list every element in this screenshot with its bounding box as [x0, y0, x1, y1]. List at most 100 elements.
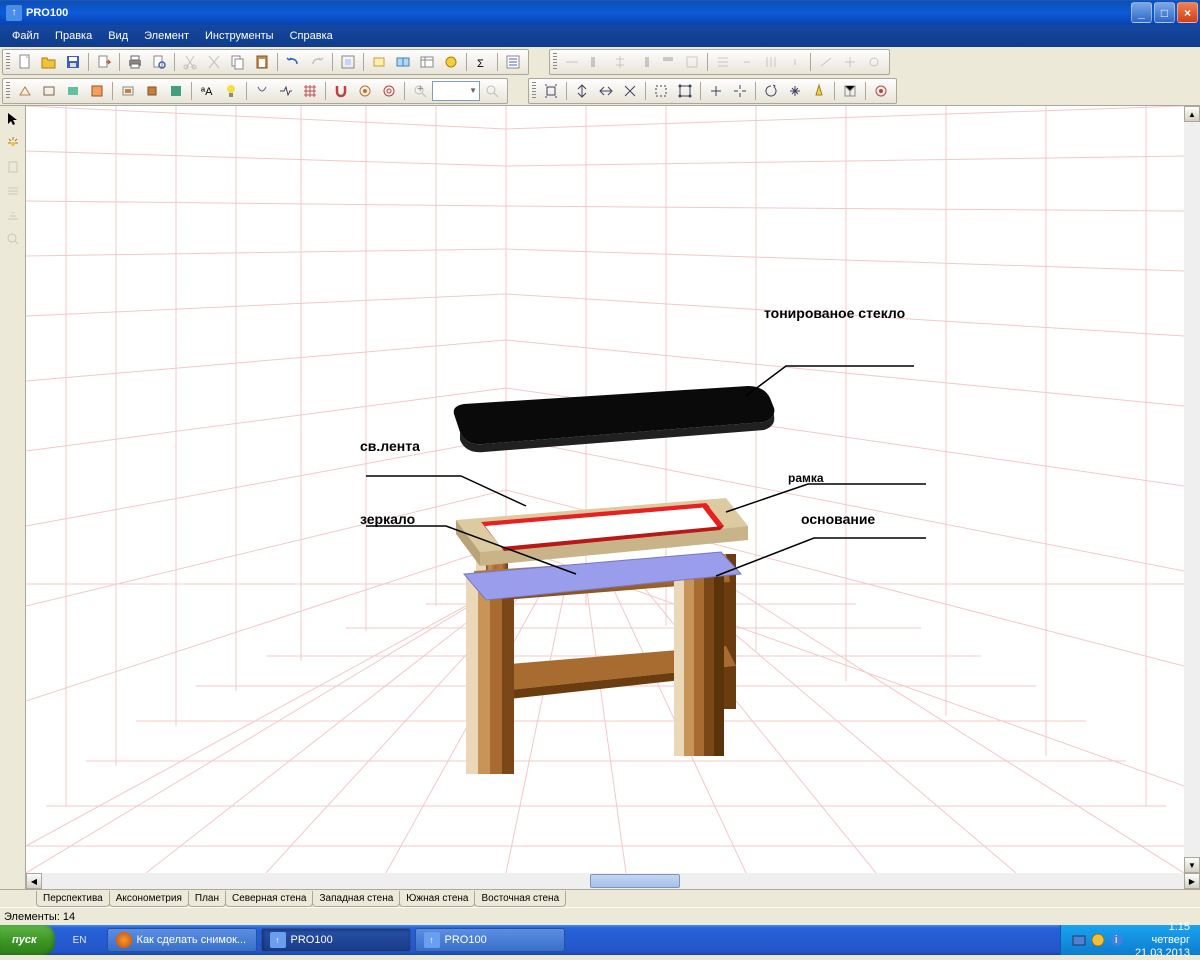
menu-edit[interactable]: Правка — [47, 28, 100, 44]
horizontal-scrollbar[interactable]: ◀▶ — [26, 873, 1200, 889]
tab-east[interactable]: Восточная стена — [474, 891, 566, 907]
align-4[interactable] — [633, 51, 655, 73]
open-button[interactable] — [38, 51, 60, 73]
minimize-button[interactable]: _ — [1131, 2, 1152, 23]
copy-button[interactable] — [227, 51, 249, 73]
tr-8[interactable] — [729, 80, 751, 102]
snap-1[interactable] — [251, 80, 273, 102]
tr-6[interactable] — [674, 80, 696, 102]
tr-4[interactable] — [619, 80, 641, 102]
tool-e-button[interactable] — [440, 51, 462, 73]
label-ledstrip: св.лента — [360, 438, 420, 454]
tr-5[interactable] — [650, 80, 672, 102]
tr-12[interactable] — [839, 80, 861, 102]
print-button[interactable] — [124, 51, 146, 73]
align-12[interactable] — [839, 51, 861, 73]
print-preview-button[interactable] — [148, 51, 170, 73]
vertical-scrollbar[interactable]: ▲▼ — [1184, 106, 1200, 873]
view-3[interactable] — [62, 80, 84, 102]
tr-1[interactable] — [540, 80, 562, 102]
pointer-tool[interactable] — [2, 108, 24, 130]
system-tray[interactable]: i 1:15 четверг 21.03.2013 — [1060, 925, 1200, 955]
tr-9[interactable] — [760, 80, 782, 102]
side-4[interactable] — [2, 180, 24, 202]
tr-10[interactable] — [784, 80, 806, 102]
align-10[interactable] — [784, 51, 806, 73]
language-indicator[interactable]: EN — [55, 925, 105, 955]
undo-button[interactable] — [282, 51, 304, 73]
target-2[interactable] — [378, 80, 400, 102]
new-button[interactable] — [14, 51, 36, 73]
view-4[interactable] — [86, 80, 108, 102]
menu-help[interactable]: Справка — [282, 28, 341, 44]
tr-7[interactable] — [705, 80, 727, 102]
tr-2[interactable] — [571, 80, 593, 102]
side-3[interactable] — [2, 156, 24, 178]
align-11[interactable] — [815, 51, 837, 73]
menu-tools[interactable]: Инструменты — [197, 28, 282, 44]
align-7[interactable] — [712, 51, 734, 73]
copy2-button[interactable] — [203, 51, 225, 73]
align-13[interactable] — [863, 51, 885, 73]
tool-a-button[interactable] — [337, 51, 359, 73]
tab-north[interactable]: Северная стена — [225, 891, 314, 907]
zoom-in-button[interactable]: + — [409, 80, 431, 102]
svg-text:+: + — [417, 83, 423, 95]
tab-plan[interactable]: План — [188, 891, 226, 907]
maximize-button[interactable]: □ — [1154, 2, 1175, 23]
tab-south[interactable]: Южная стена — [399, 891, 475, 907]
light-tool[interactable] — [2, 132, 24, 154]
align-6[interactable] — [681, 51, 703, 73]
view-2[interactable] — [38, 80, 60, 102]
viewport[interactable]: тонированое стекло св.лента рамка зеркал… — [26, 106, 1200, 889]
taskbar-btn-2[interactable]: ↑ PRO100 — [261, 928, 411, 952]
menu-element[interactable]: Элемент — [136, 28, 197, 44]
view-5[interactable] — [117, 80, 139, 102]
cut-button[interactable] — [179, 51, 201, 73]
svg-text:ªA: ªA — [201, 86, 213, 98]
align-1[interactable] — [561, 51, 583, 73]
align-5[interactable] — [657, 51, 679, 73]
menu-file[interactable]: Файл — [4, 28, 47, 44]
bulb-button[interactable] — [220, 80, 242, 102]
list-button[interactable] — [502, 51, 524, 73]
tab-west[interactable]: Западная стена — [312, 891, 400, 907]
snap-2[interactable] — [275, 80, 297, 102]
grid-button[interactable] — [299, 80, 321, 102]
redo-button[interactable] — [306, 51, 328, 73]
tr-11[interactable] — [808, 80, 830, 102]
target-1[interactable] — [354, 80, 376, 102]
start-button[interactable]: пуск — [0, 925, 55, 955]
zoom-out-button[interactable] — [481, 80, 503, 102]
paste-button[interactable] — [251, 51, 273, 73]
align-2[interactable] — [585, 51, 607, 73]
taskbar-btn-1[interactable]: Как сделать снимок... — [107, 928, 257, 952]
view-7[interactable] — [165, 80, 187, 102]
view-6[interactable] — [141, 80, 163, 102]
tab-axonometry[interactable]: Аксонометрия — [109, 891, 189, 907]
text-button[interactable]: ªA — [196, 80, 218, 102]
close-button[interactable]: × — [1177, 2, 1198, 23]
magnet-button[interactable] — [330, 80, 352, 102]
taskbar-btn-3[interactable]: ↑ PRO100 — [415, 928, 565, 952]
zoom-combo[interactable]: ▼ — [432, 81, 480, 101]
side-5[interactable] — [2, 204, 24, 226]
export-button[interactable] — [93, 51, 115, 73]
app-icon: ↑ — [6, 5, 22, 21]
tr-13[interactable] — [870, 80, 892, 102]
sigma-button[interactable]: Σ — [471, 51, 493, 73]
svg-text:i: i — [1115, 934, 1117, 946]
tool-c-button[interactable] — [392, 51, 414, 73]
align-9[interactable] — [760, 51, 782, 73]
menu-view[interactable]: Вид — [100, 28, 136, 44]
tool-b-button[interactable] — [368, 51, 390, 73]
align-3[interactable] — [609, 51, 631, 73]
tray-icon-1 — [1071, 932, 1087, 948]
side-6[interactable] — [2, 228, 24, 250]
view-1[interactable] — [14, 80, 36, 102]
tab-perspective[interactable]: Перспектива — [36, 891, 110, 907]
save-button[interactable] — [62, 51, 84, 73]
tool-d-button[interactable] — [416, 51, 438, 73]
tr-3[interactable] — [595, 80, 617, 102]
align-8[interactable] — [736, 51, 758, 73]
